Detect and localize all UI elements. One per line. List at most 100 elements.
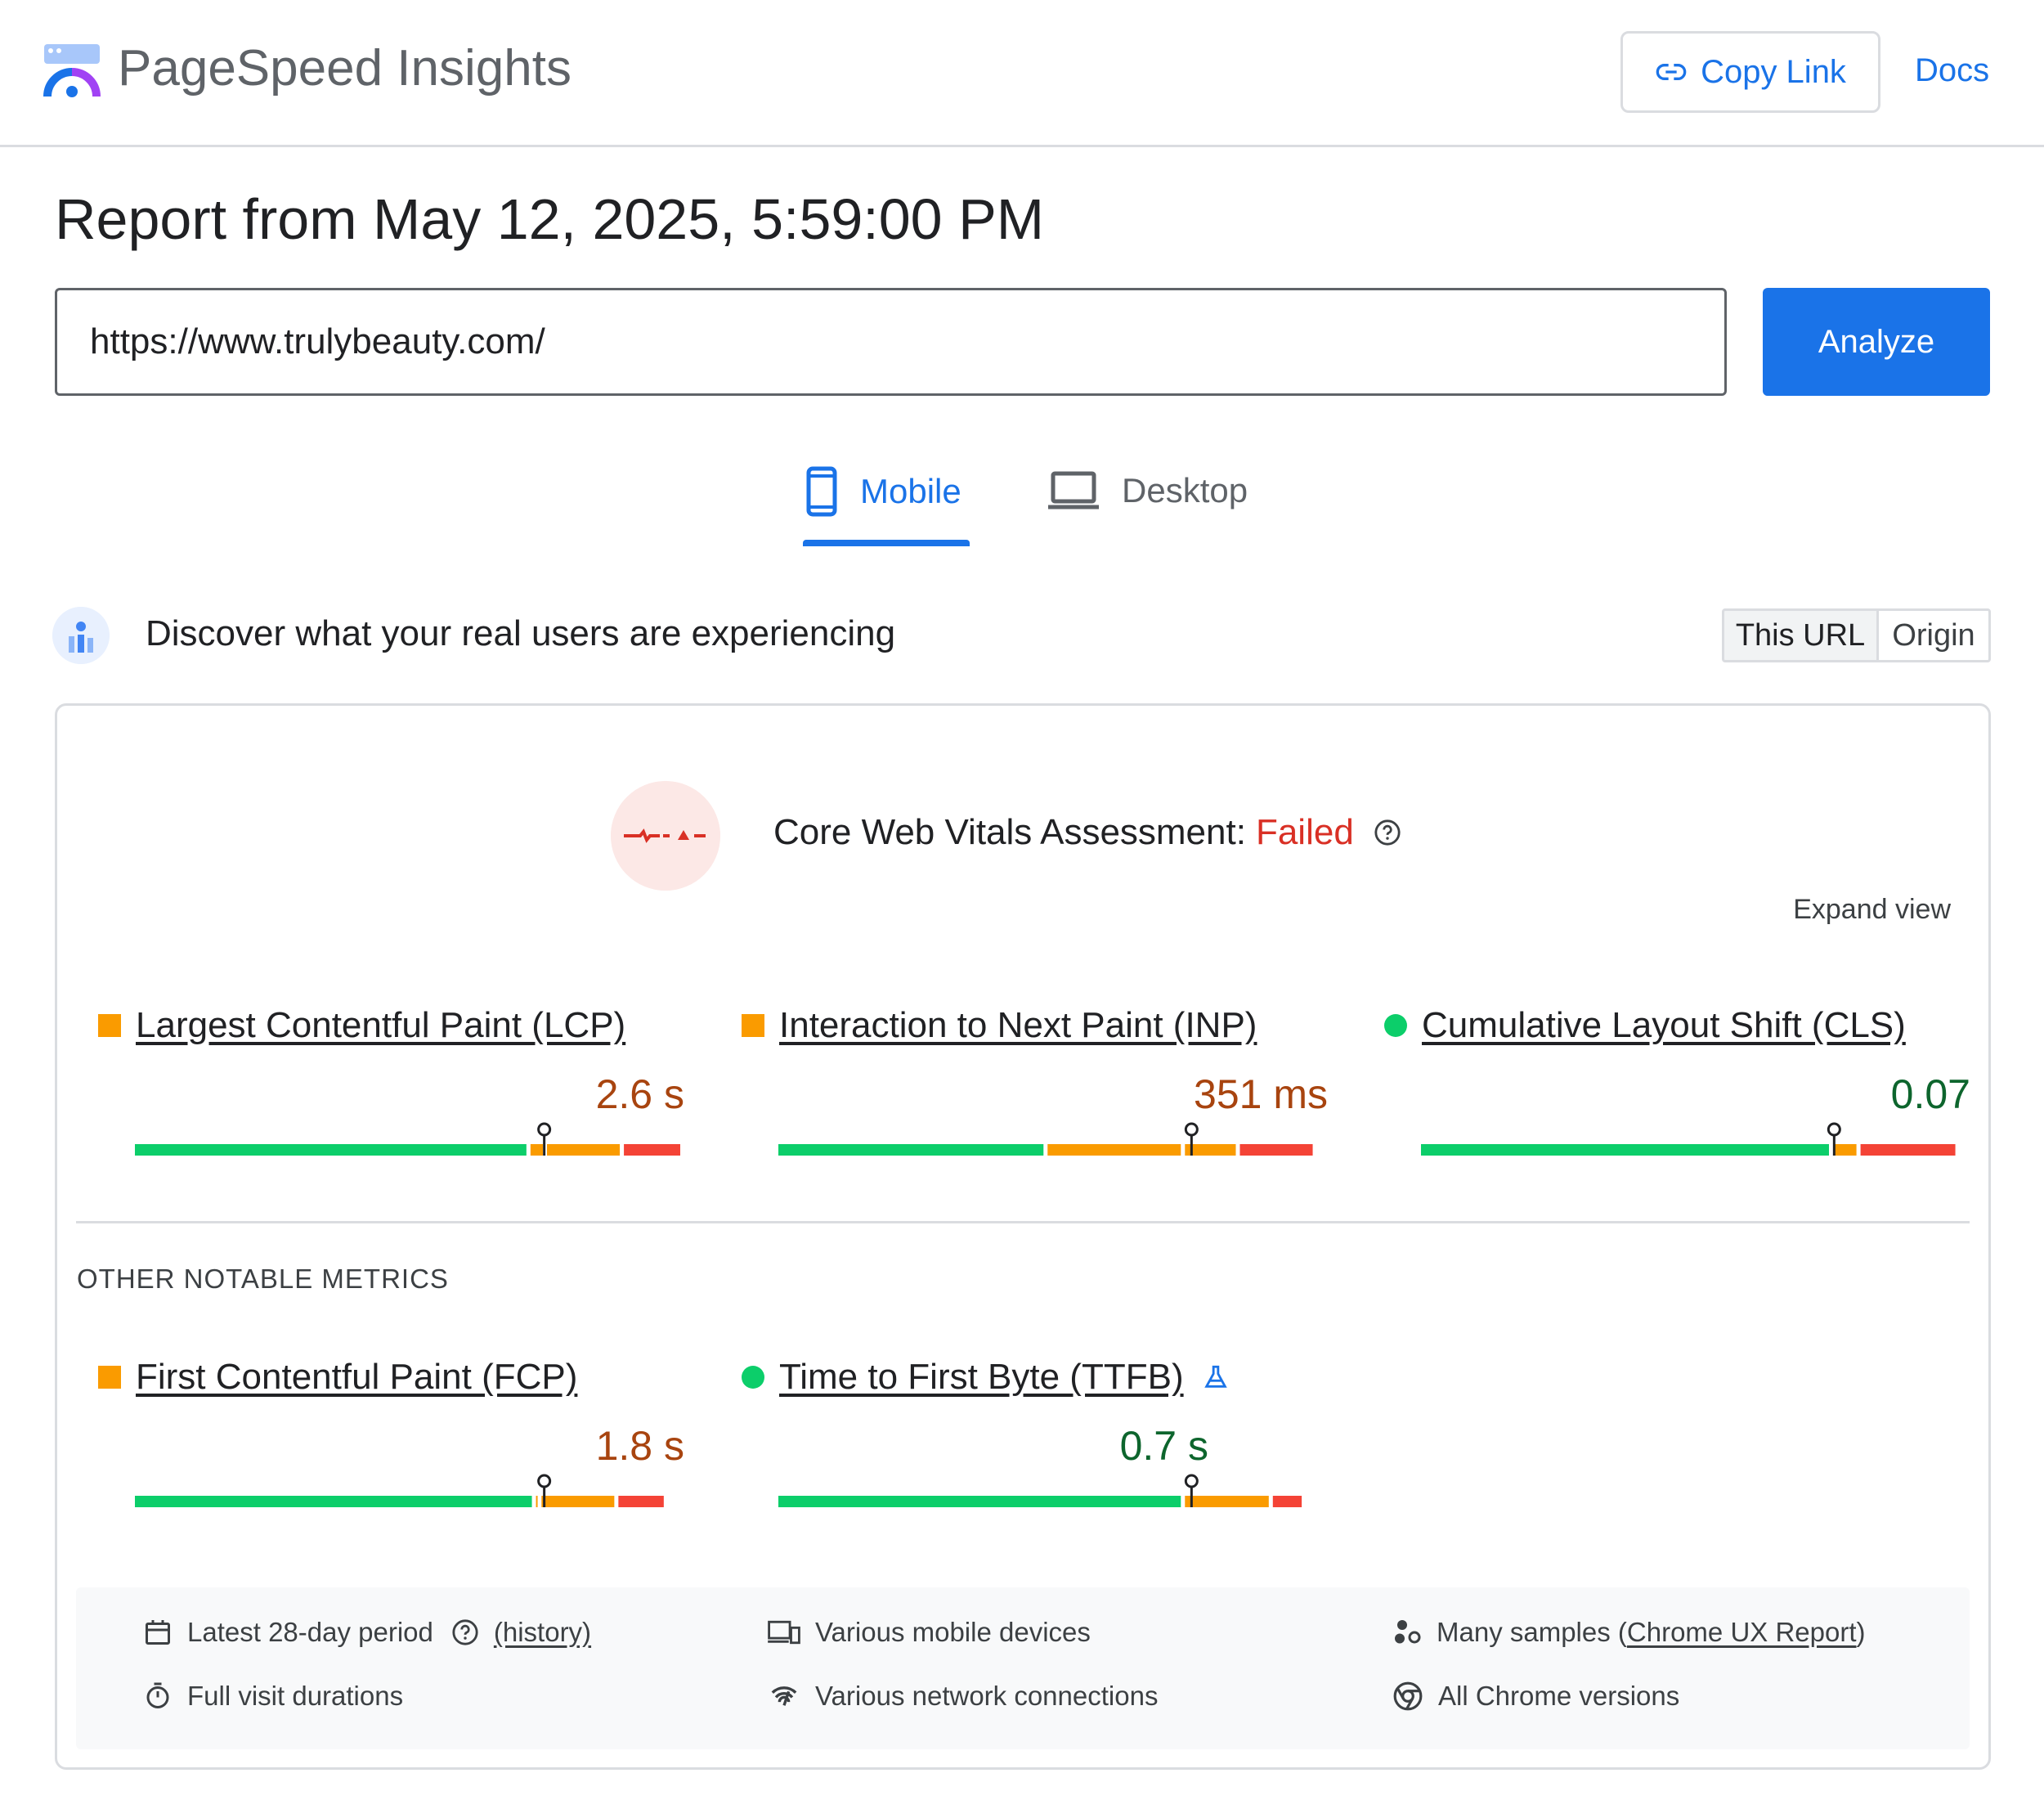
metric-ttfb-link[interactable]: Time to First Byte (TTFB) bbox=[779, 1357, 1184, 1397]
cwv-assessment: Core Web Vitals Assessment: Failed bbox=[773, 812, 1401, 853]
footer-network: Various network connections bbox=[768, 1681, 1158, 1712]
samples-icon bbox=[1395, 1620, 1421, 1644]
distribution-segment bbox=[530, 1144, 543, 1156]
distribution-segment bbox=[1272, 1496, 1302, 1507]
distribution-segment bbox=[778, 1496, 1181, 1507]
metric-cls: Cumulative Layout Shift (CLS) 0.07 bbox=[1384, 1005, 1970, 1156]
expand-view-link[interactable]: Expand view bbox=[1793, 894, 1951, 925]
metric-inp: Interaction to Next Paint (INP) 351 ms bbox=[742, 1005, 1328, 1156]
distribution-segment bbox=[135, 1144, 527, 1156]
footer-samples-prefix: Many samples ( bbox=[1437, 1617, 1627, 1647]
good-icon bbox=[742, 1366, 764, 1389]
analyze-button[interactable]: Analyze bbox=[1763, 288, 1990, 396]
footer-chrome: All Chrome versions bbox=[1392, 1681, 1679, 1712]
good-icon bbox=[1384, 1014, 1407, 1037]
metric-fcp: First Contentful Paint (FCP) 1.8 s bbox=[98, 1357, 684, 1507]
footer-period-label: Latest 28-day period bbox=[187, 1617, 433, 1647]
distribution-segment bbox=[1185, 1496, 1269, 1507]
metric-ttfb: Time to First Byte (TTFB) 0.7 s bbox=[742, 1357, 1302, 1507]
laptop-icon bbox=[1048, 471, 1099, 509]
footer-devices-label: Various mobile devices bbox=[815, 1617, 1091, 1647]
p75-marker-pin bbox=[1184, 1474, 1199, 1488]
phone-icon bbox=[806, 466, 837, 517]
distribution-segment bbox=[135, 1496, 532, 1507]
cwv-assessment-label: Core Web Vitals Assessment: bbox=[773, 812, 1246, 852]
metric-inp-distribution bbox=[778, 1122, 1313, 1156]
help-icon[interactable] bbox=[451, 1618, 479, 1646]
report-title: Report from May 12, 2025, 5:59:00 PM bbox=[55, 187, 1045, 251]
metric-cls-distribution bbox=[1421, 1122, 1956, 1156]
section-divider bbox=[76, 1221, 1970, 1223]
metric-fcp-distribution bbox=[135, 1474, 664, 1507]
field-data-footer: Latest 28-day period (history) Full visi… bbox=[76, 1587, 1970, 1749]
brand-title: PageSpeed Insights bbox=[118, 40, 572, 97]
distribution-segment bbox=[1421, 1144, 1829, 1156]
chrome-icon bbox=[1393, 1681, 1423, 1711]
p75-marker-pin bbox=[1184, 1122, 1199, 1137]
metric-cls-link[interactable]: Cumulative Layout Shift (CLS) bbox=[1422, 1005, 1906, 1045]
distribution-segment bbox=[536, 1496, 538, 1507]
copy-link-label: Copy Link bbox=[1701, 53, 1846, 90]
calendar-icon bbox=[146, 1620, 170, 1645]
url-input[interactable] bbox=[55, 288, 1727, 396]
p75-marker-pin bbox=[1827, 1122, 1841, 1137]
toggle-this-url[interactable]: This URL bbox=[1722, 608, 1879, 662]
p75-marker-pin bbox=[537, 1474, 552, 1488]
footer-network-label: Various network connections bbox=[815, 1681, 1159, 1711]
cwv-assessment-status: Failed bbox=[1255, 812, 1354, 852]
network-signal-icon bbox=[771, 1686, 797, 1706]
experimental-flask-icon bbox=[1204, 1365, 1227, 1388]
metric-lcp-value: 2.6 s bbox=[595, 1071, 684, 1117]
metric-ttfb-distribution bbox=[778, 1474, 1302, 1507]
metric-fcp-link[interactable]: First Contentful Paint (FCP) bbox=[136, 1357, 578, 1397]
footer-samples: Many samples (Chrome UX Report) bbox=[1392, 1617, 1866, 1648]
tab-mobile[interactable]: Mobile bbox=[806, 466, 961, 517]
distribution-segment bbox=[1047, 1144, 1181, 1156]
tab-mobile-label: Mobile bbox=[860, 472, 961, 510]
distribution-segment bbox=[1185, 1144, 1236, 1156]
distribution-segment bbox=[1860, 1144, 1956, 1156]
docs-link[interactable]: Docs bbox=[1915, 52, 1990, 88]
footer-durations-label: Full visit durations bbox=[187, 1681, 404, 1711]
field-data-heading: Discover what your real users are experi… bbox=[146, 613, 896, 653]
metric-lcp-link[interactable]: Largest Contentful Paint (LCP) bbox=[136, 1005, 626, 1045]
other-metrics-heading: OTHER NOTABLE METRICS bbox=[77, 1264, 449, 1294]
tab-desktop[interactable]: Desktop bbox=[1048, 471, 1248, 510]
top-app-bar: PageSpeed Insights Copy Link Docs bbox=[0, 0, 2044, 147]
footer-chrome-label: All Chrome versions bbox=[1438, 1681, 1680, 1711]
distribution-segment bbox=[1833, 1144, 1857, 1156]
copy-link-button[interactable]: Copy Link bbox=[1620, 31, 1880, 113]
needs-improvement-icon bbox=[742, 1014, 764, 1037]
distribution-segment bbox=[618, 1496, 664, 1507]
metric-inp-link[interactable]: Interaction to Next Paint (INP) bbox=[779, 1005, 1257, 1045]
metric-inp-value: 351 ms bbox=[1194, 1071, 1328, 1117]
active-tab-indicator bbox=[803, 540, 970, 546]
tab-desktop-label: Desktop bbox=[1122, 471, 1248, 509]
help-icon[interactable] bbox=[1374, 819, 1401, 846]
users-chart-icon bbox=[52, 607, 110, 664]
distribution-segment bbox=[547, 1144, 621, 1156]
needs-improvement-icon bbox=[98, 1366, 121, 1389]
footer-durations: Full visit durations bbox=[143, 1681, 403, 1712]
footer-period: Latest 28-day period (history) bbox=[143, 1617, 591, 1648]
metric-cls-value: 0.07 bbox=[1890, 1071, 1970, 1117]
footer-devices: Various mobile devices bbox=[768, 1617, 1091, 1648]
needs-improvement-icon bbox=[98, 1014, 121, 1037]
distribution-segment bbox=[541, 1496, 615, 1507]
pagespeed-logo-icon bbox=[43, 44, 101, 97]
link-icon bbox=[1656, 64, 1687, 80]
distribution-segment bbox=[778, 1144, 1044, 1156]
p75-marker-pin bbox=[537, 1122, 552, 1137]
history-link[interactable]: (history) bbox=[493, 1617, 592, 1647]
toggle-origin[interactable]: Origin bbox=[1876, 608, 1991, 662]
metric-fcp-value: 1.8 s bbox=[595, 1423, 684, 1469]
distribution-segment bbox=[624, 1144, 680, 1156]
chrome-ux-report-link[interactable]: Chrome UX Report bbox=[1626, 1617, 1857, 1647]
field-data-card: Core Web Vitals Assessment: Failed Expan… bbox=[55, 703, 1991, 1770]
metric-lcp: Largest Contentful Paint (LCP) 2.6 s bbox=[98, 1005, 684, 1156]
devices-icon bbox=[768, 1620, 800, 1645]
metric-ttfb-value: 0.7 s bbox=[1119, 1423, 1208, 1469]
metric-lcp-distribution bbox=[135, 1122, 680, 1156]
timer-icon bbox=[146, 1682, 169, 1708]
failed-assessment-icon bbox=[611, 781, 720, 891]
